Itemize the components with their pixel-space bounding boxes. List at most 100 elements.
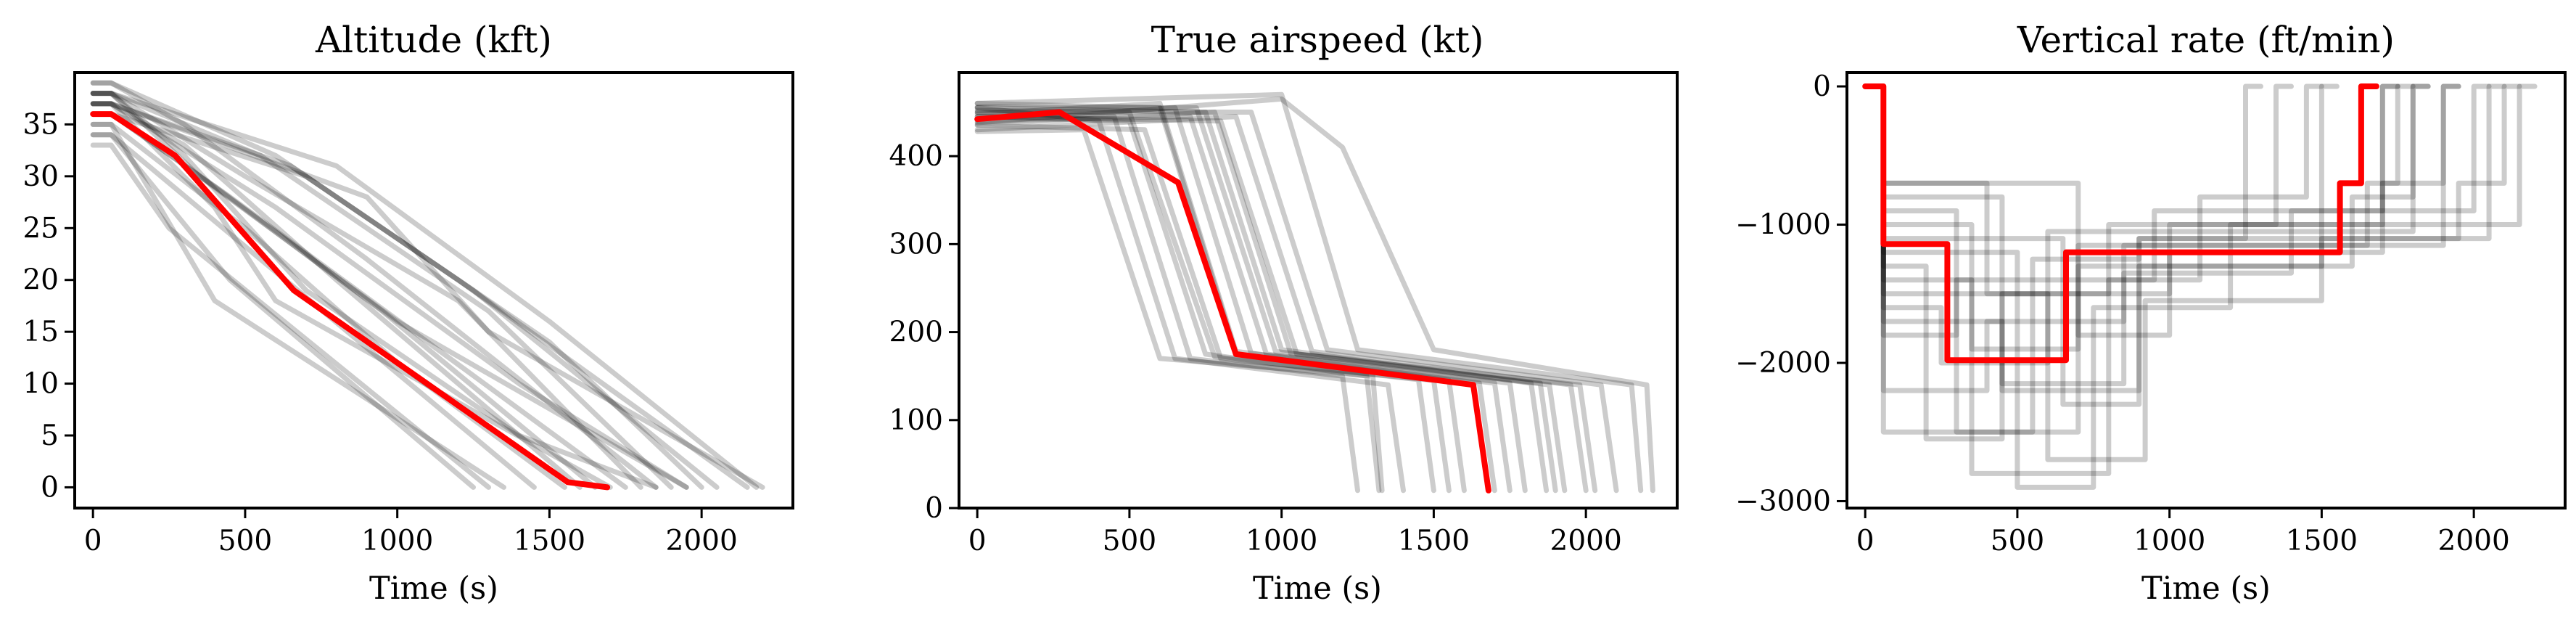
altitude-x-tick-label: 500 — [218, 525, 272, 557]
vertical-rate-chart: Vertical rate (ft/min) 0 500 1000 1500 2000 … — [1735, 19, 2567, 607]
vertical-rate-series-line-2 — [1880, 83, 2263, 393]
vertical-rate-series-line-5 — [1880, 83, 2324, 476]
airspeed-series-line-2 — [974, 110, 1360, 494]
airspeed-series-line-11 — [974, 91, 1644, 494]
vertical-rate-series-line-12 — [1880, 83, 2416, 352]
altitude-series-line-20 — [90, 101, 689, 490]
altitude-series-line-17 — [90, 132, 537, 490]
airspeed-x-tick-label: 1500 — [1398, 525, 1470, 557]
altitude-y-tick-label: 15 — [22, 316, 59, 348]
airspeed-x-axis-label: Time (s) — [1253, 570, 1382, 607]
vertical-rate-y-tick-label: −2000 — [1735, 347, 1831, 380]
altitude-series-line-12 — [90, 101, 583, 490]
altitude-y-tick-label: 25 — [22, 212, 59, 245]
altitude-series-line-6 — [90, 91, 674, 490]
altitude-plot-area — [90, 80, 765, 491]
altitude-x-tick-label: 2000 — [666, 525, 738, 557]
altitude-series-line-5 — [90, 142, 491, 490]
airspeed-x-ticks: 0 500 1000 1500 2000 — [968, 508, 1622, 557]
altitude-series-line-7 — [90, 80, 704, 490]
altitude-x-ticks: 0 500 1000 1500 2000 — [84, 508, 738, 557]
vertical-rate-x-tick-label: 500 — [1991, 525, 2044, 557]
vertical-rate-series-line-3 — [1880, 83, 2340, 435]
altitude-y-tick-label: 35 — [22, 108, 59, 141]
vertical-rate-highlight-line — [1862, 83, 2379, 364]
vertical-rate-y-tick-label: 0 — [1813, 70, 1831, 103]
airspeed-y-tick-label: 400 — [889, 140, 943, 173]
vertical-rate-chart-title: Vertical rate (ft/min) — [2017, 19, 2395, 61]
airspeed-series-line-16 — [974, 127, 1385, 494]
vertical-rate-series-line-11 — [1880, 83, 2431, 407]
altitude-series-line-2 — [90, 101, 613, 490]
airspeed-series-line-1 — [974, 105, 1406, 494]
altitude-series-line-4 — [90, 132, 476, 490]
airspeed-series-line-15 — [974, 107, 1436, 494]
vertical-rate-series-line-10 — [1880, 83, 2538, 442]
vertical-rate-axes-frame — [1845, 71, 2567, 510]
vertical-rate-series-line-9 — [1880, 83, 2522, 435]
altitude-x-axis-label: Time (s) — [369, 570, 498, 607]
airspeed-series-line-7 — [974, 105, 1550, 494]
vertical-rate-series-line-6 — [1880, 83, 2400, 490]
airspeed-series-line-12 — [974, 96, 1655, 494]
airspeed-plot-area — [974, 91, 1655, 494]
altitude-series-line-8 — [90, 91, 643, 490]
airspeed-x-tick-label: 500 — [1103, 525, 1156, 557]
vertical-rate-series-line-1 — [1880, 83, 2294, 297]
altitude-chart-title: Altitude (kft) — [315, 19, 552, 61]
vertical-rate-y-tick-label: −1000 — [1735, 209, 1831, 242]
altitude-series-line-9 — [90, 101, 765, 490]
airspeed-series-line-18 — [974, 110, 1598, 494]
airspeed-x-tick-label: 1000 — [1246, 525, 1317, 557]
airspeed-series-line-9 — [974, 114, 1589, 494]
airspeed-y-ticks: 0 100 200 300 400 — [889, 140, 959, 525]
airspeed-series-line-17 — [974, 104, 1558, 494]
altitude-y-tick-label: 0 — [41, 471, 59, 504]
altitude-series-line-3 — [90, 121, 506, 490]
altitude-axes-frame — [73, 71, 794, 510]
vertical-rate-y-tick-label: −3000 — [1735, 485, 1831, 517]
altitude-series-line-15 — [90, 101, 720, 490]
altitude-highlight-line — [90, 111, 611, 491]
vertical-rate-series-line-7 — [1880, 83, 2461, 393]
altitude-y-ticks: 0 5 10 15 20 25 30 35 — [22, 108, 75, 504]
vertical-rate-x-tick-label: 0 — [1856, 525, 1875, 557]
vertical-rate-plot-area — [1862, 83, 2538, 490]
vertical-rate-x-tick-label: 2000 — [2438, 525, 2510, 557]
altitude-x-tick-label: 1500 — [514, 525, 585, 557]
airspeed-x-tick-label: 2000 — [1550, 525, 1622, 557]
airspeed-series-line-8 — [974, 114, 1568, 494]
airspeed-x-tick-label: 0 — [968, 525, 987, 557]
airspeed-y-tick-label: 300 — [889, 228, 943, 261]
vertical-rate-x-tick-label: 1000 — [2133, 525, 2205, 557]
altitude-series-line-16 — [90, 91, 760, 490]
vertical-rate-series-line-8 — [1880, 83, 2492, 338]
altitude-y-tick-label: 30 — [22, 160, 59, 193]
altitude-y-tick-label: 20 — [22, 264, 59, 297]
airspeed-y-tick-label: 100 — [889, 404, 943, 437]
altitude-x-tick-label: 0 — [84, 525, 102, 557]
vertical-rate-series-line-13 — [1880, 83, 2507, 462]
airspeed-series-line-6 — [974, 114, 1528, 494]
airspeed-highlight-line — [974, 109, 1491, 494]
airspeed-chart: True airspeed (kt) 0 500 1000 1500 2000 0 100… — [889, 19, 1679, 607]
altitude-y-tick-label: 10 — [22, 368, 59, 401]
airspeed-chart-title: True airspeed (kt) — [1151, 19, 1484, 61]
airspeed-axes-frame — [958, 71, 1679, 510]
altitude-y-tick-label: 5 — [41, 420, 59, 452]
airspeed-series-line-13 — [974, 100, 1513, 494]
vertical-rate-x-tick-label: 1500 — [2286, 525, 2358, 557]
altitude-series-line-18 — [90, 80, 659, 490]
vertical-rate-x-ticks: 0 500 1000 1500 2000 — [1856, 508, 2510, 557]
altitude-chart: Altitude (kft) 0 500 1000 1500 2000 0 5 10 15 20… — [22, 19, 794, 607]
altitude-x-tick-label: 1000 — [361, 525, 433, 557]
vertical-rate-y-ticks: 0 −1000 −2000 −3000 — [1735, 70, 1847, 517]
vertical-rate-x-axis-label: Time (s) — [2141, 570, 2271, 607]
altitude-series-line-11 — [90, 91, 689, 490]
airspeed-series-line-10 — [974, 110, 1619, 494]
altitude-series-line-1 — [90, 91, 659, 490]
airspeed-y-tick-label: 0 — [925, 492, 943, 525]
airspeed-series-line-3 — [974, 114, 1382, 494]
vertical-rate-series-line-15 — [1880, 83, 2400, 387]
